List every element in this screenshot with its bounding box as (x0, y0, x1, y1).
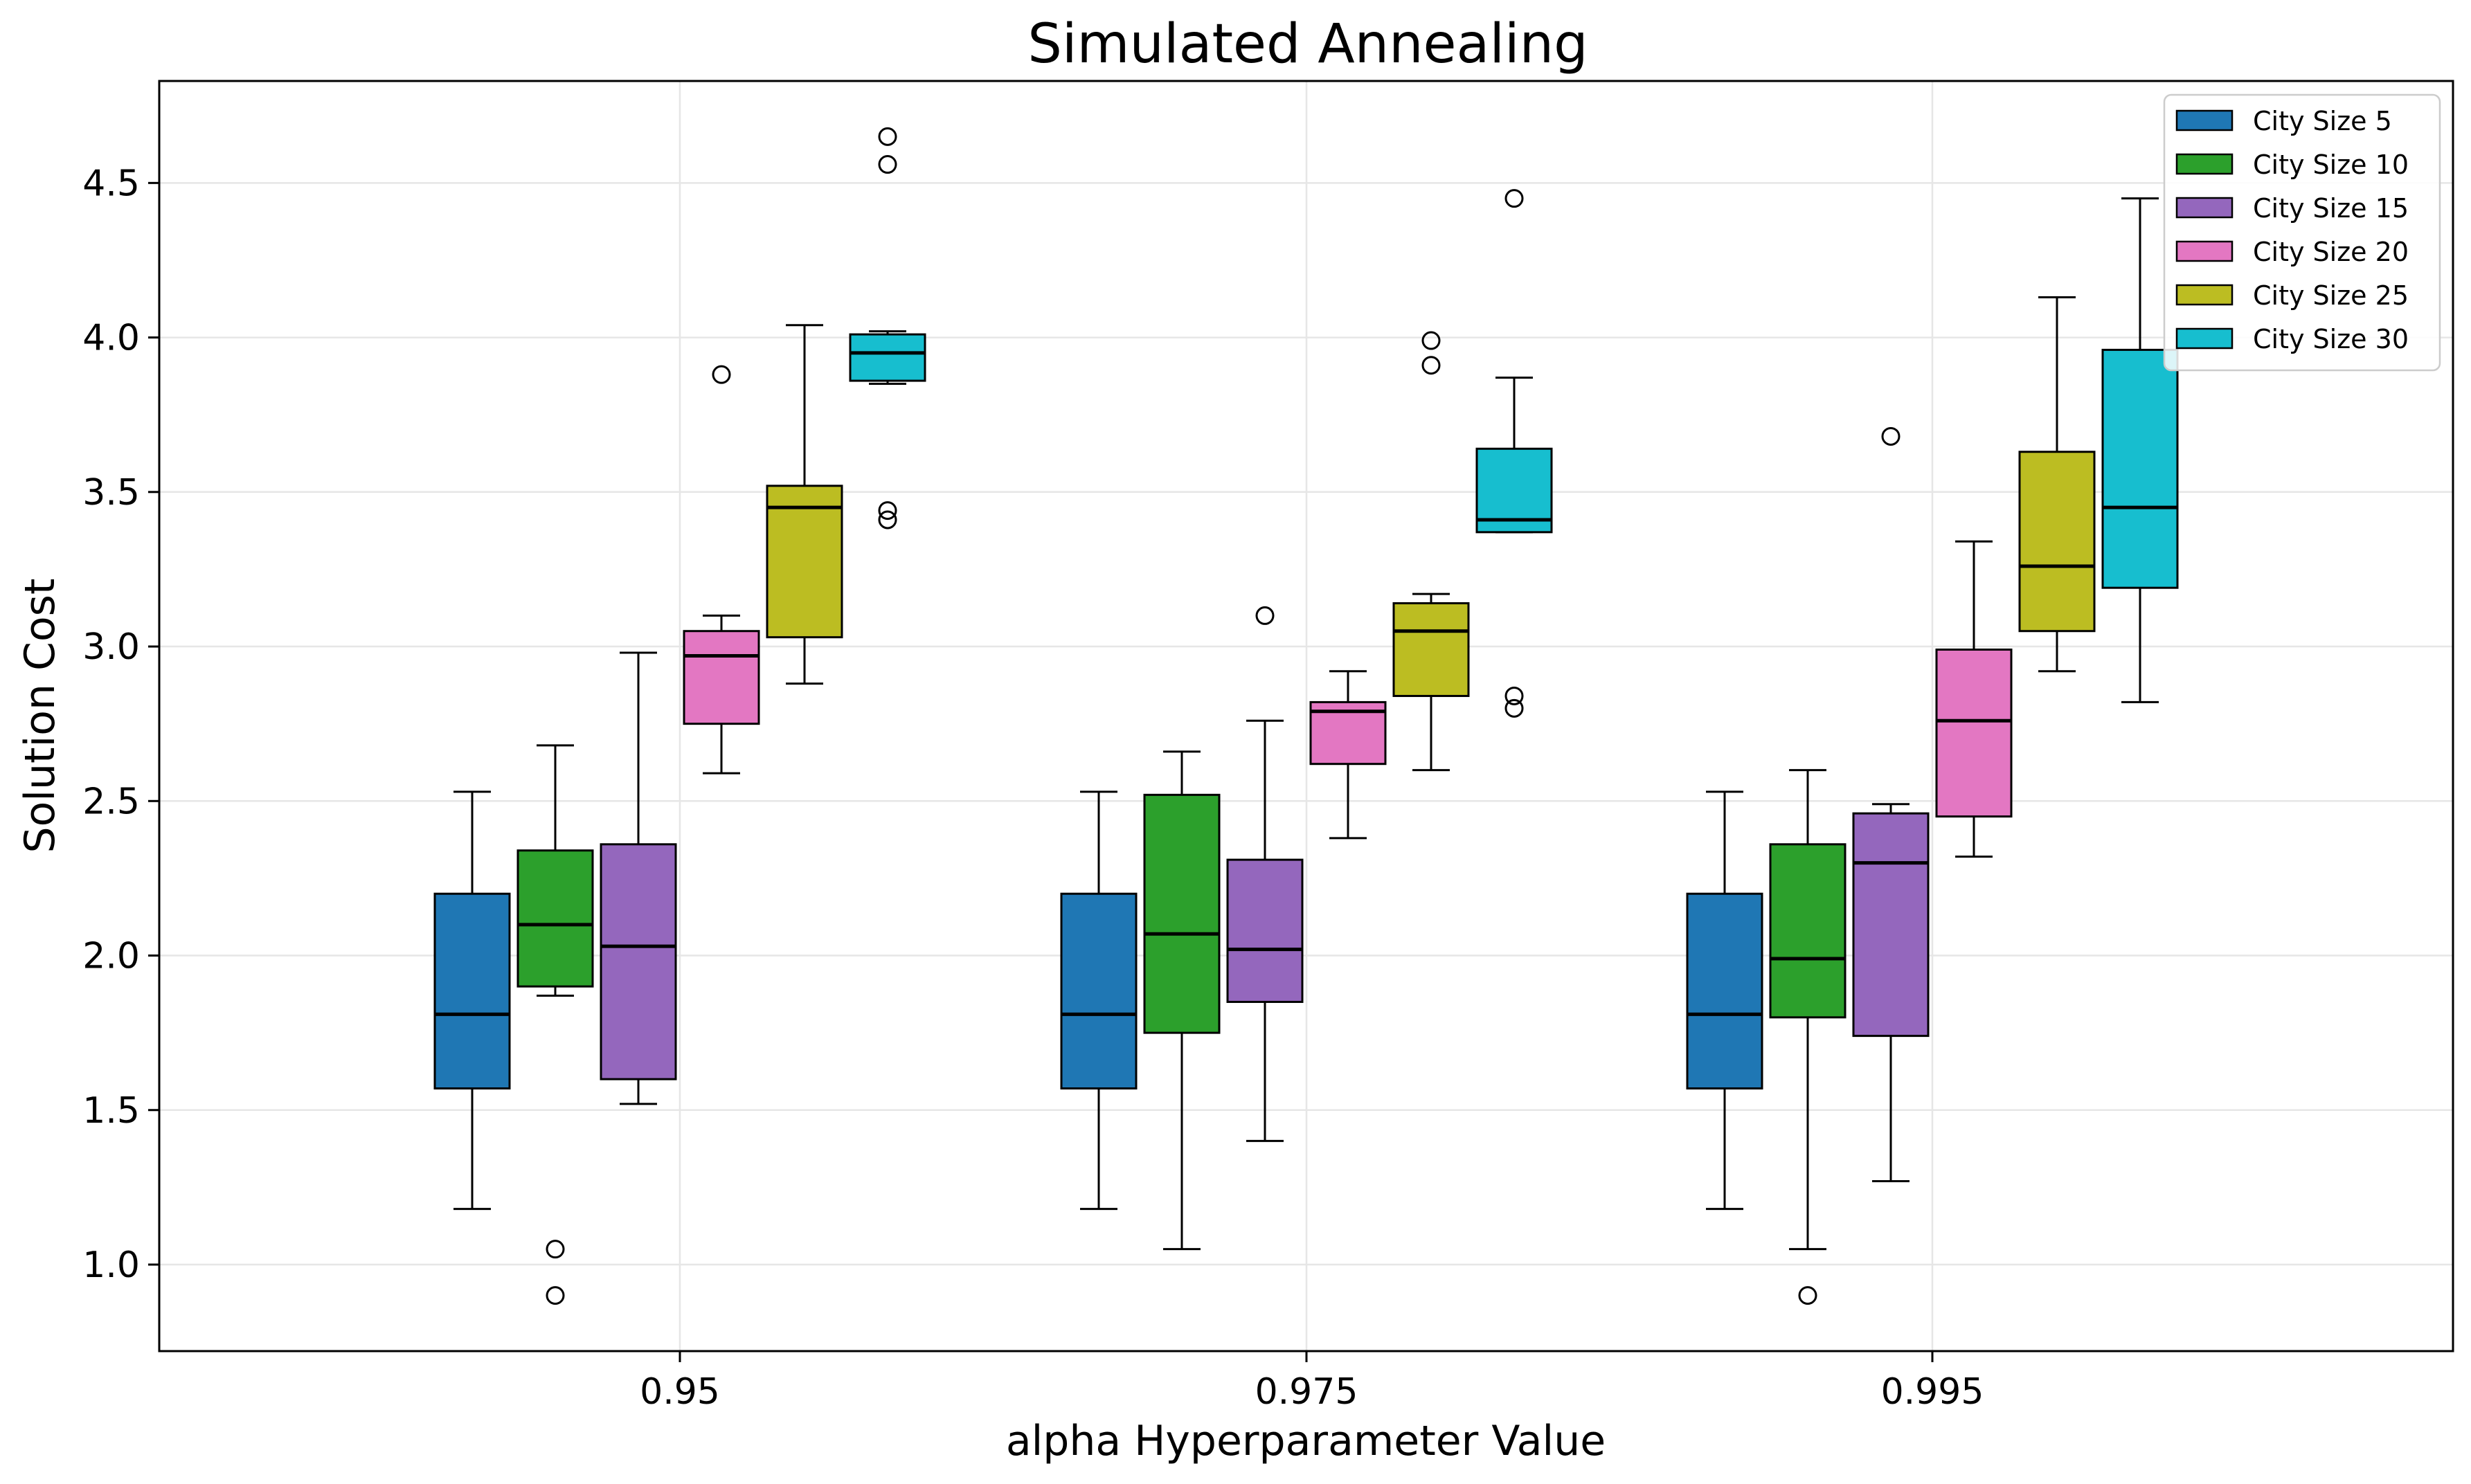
box-plot (1475, 189, 1553, 718)
outlier-point (1421, 356, 1441, 375)
box (849, 333, 926, 382)
legend-item: City Size 20 (2175, 237, 2409, 267)
box (516, 849, 594, 988)
outlier-point (546, 1286, 565, 1305)
legend-swatch (2175, 327, 2234, 350)
y-axis-label: Solution Cost (16, 579, 64, 853)
box (2101, 348, 2179, 589)
outlier-point (1798, 1286, 1817, 1305)
outlier-point (1421, 331, 1441, 350)
y-tick-label: 1.5 (82, 1090, 140, 1132)
legend-item: City Size 15 (2175, 193, 2409, 224)
legend-item: City Size 25 (2175, 280, 2409, 311)
box-plot (1852, 426, 1930, 1182)
legend-swatch (2175, 109, 2234, 132)
outlier-point (878, 127, 897, 146)
outlier-point (1255, 606, 1275, 625)
y-tick-label: 2.0 (82, 936, 140, 977)
outlier-point (878, 155, 897, 174)
legend-label: City Size 30 (2253, 324, 2409, 354)
box (683, 630, 760, 725)
axes: 1.0 1.5 2.0 2.5 3.0 3.5 4.0 4.5 0.95 0.975 0.995 (82, 163, 1984, 1413)
y-tick-label: 3.0 (82, 626, 140, 668)
legend-item: City Size 5 (2175, 106, 2392, 136)
box (1392, 602, 1470, 697)
box (1226, 858, 1304, 1003)
x-tick-label: 0.95 (640, 1371, 720, 1413)
legend-label: City Size 10 (2253, 150, 2409, 180)
box-plots (433, 127, 2179, 1305)
box-plot (1060, 790, 1138, 1211)
box-plot (433, 790, 511, 1211)
legend-swatch (2175, 197, 2234, 219)
y-tick-label: 3.5 (82, 472, 140, 514)
box (766, 485, 843, 639)
box (1935, 649, 2013, 818)
legend-label: City Size 20 (2253, 237, 2409, 267)
chart-title: Simulated Annealing (1027, 13, 1588, 75)
legend-frame (2163, 93, 2441, 372)
legend-label: City Size 25 (2253, 280, 2409, 311)
legend: City Size 5 City Size 10 City Size 15 City … (2163, 93, 2441, 372)
outlier-point (878, 510, 897, 530)
legend-label: City Size 5 (2253, 106, 2392, 136)
outlier-point (712, 365, 731, 384)
box-plot (1226, 606, 1304, 1142)
legend-swatch (2175, 153, 2234, 175)
box-plot (1309, 670, 1387, 840)
legend-label: City Size 15 (2253, 193, 2409, 224)
box (1143, 793, 1221, 1034)
box (600, 843, 677, 1080)
outlier-point (1504, 686, 1524, 705)
box-plot (1769, 769, 1846, 1305)
y-tick-label: 1.0 (82, 1245, 140, 1286)
outlier-point (1504, 698, 1524, 718)
y-tick-label: 4.5 (82, 163, 140, 204)
legend-swatch (2175, 284, 2234, 306)
box-plot (1686, 790, 1763, 1211)
box-plot (600, 651, 677, 1105)
legend-item: City Size 30 (2175, 324, 2409, 354)
legend-item: City Size 10 (2175, 150, 2409, 180)
box (1769, 843, 1846, 1019)
y-tick-label: 2.5 (82, 781, 140, 822)
box-plot (1143, 750, 1221, 1251)
box-plot (683, 365, 760, 775)
outlier-point (1504, 189, 1524, 208)
legend-swatch (2175, 240, 2234, 262)
box-plot (1935, 540, 2013, 858)
x-axis-label: alpha Hyperparameter Value (1006, 1417, 1606, 1465)
box-plot (2101, 197, 2179, 703)
box (2018, 451, 2096, 633)
box (1686, 892, 1763, 1089)
box-plot (2018, 296, 2096, 673)
box-plot (1392, 331, 1470, 772)
box-plot (849, 127, 926, 530)
outlier-point (546, 1240, 565, 1259)
x-tick-label: 0.975 (1255, 1371, 1358, 1413)
box-plot (766, 324, 843, 685)
box (1852, 812, 1930, 1038)
outlier-point (1881, 426, 1901, 446)
outlier-point (878, 501, 897, 521)
box (433, 892, 511, 1089)
y-tick-label: 4.0 (82, 318, 140, 359)
x-tick-label: 0.995 (1881, 1371, 1984, 1413)
box-plot (516, 744, 594, 1305)
box (1060, 892, 1138, 1089)
